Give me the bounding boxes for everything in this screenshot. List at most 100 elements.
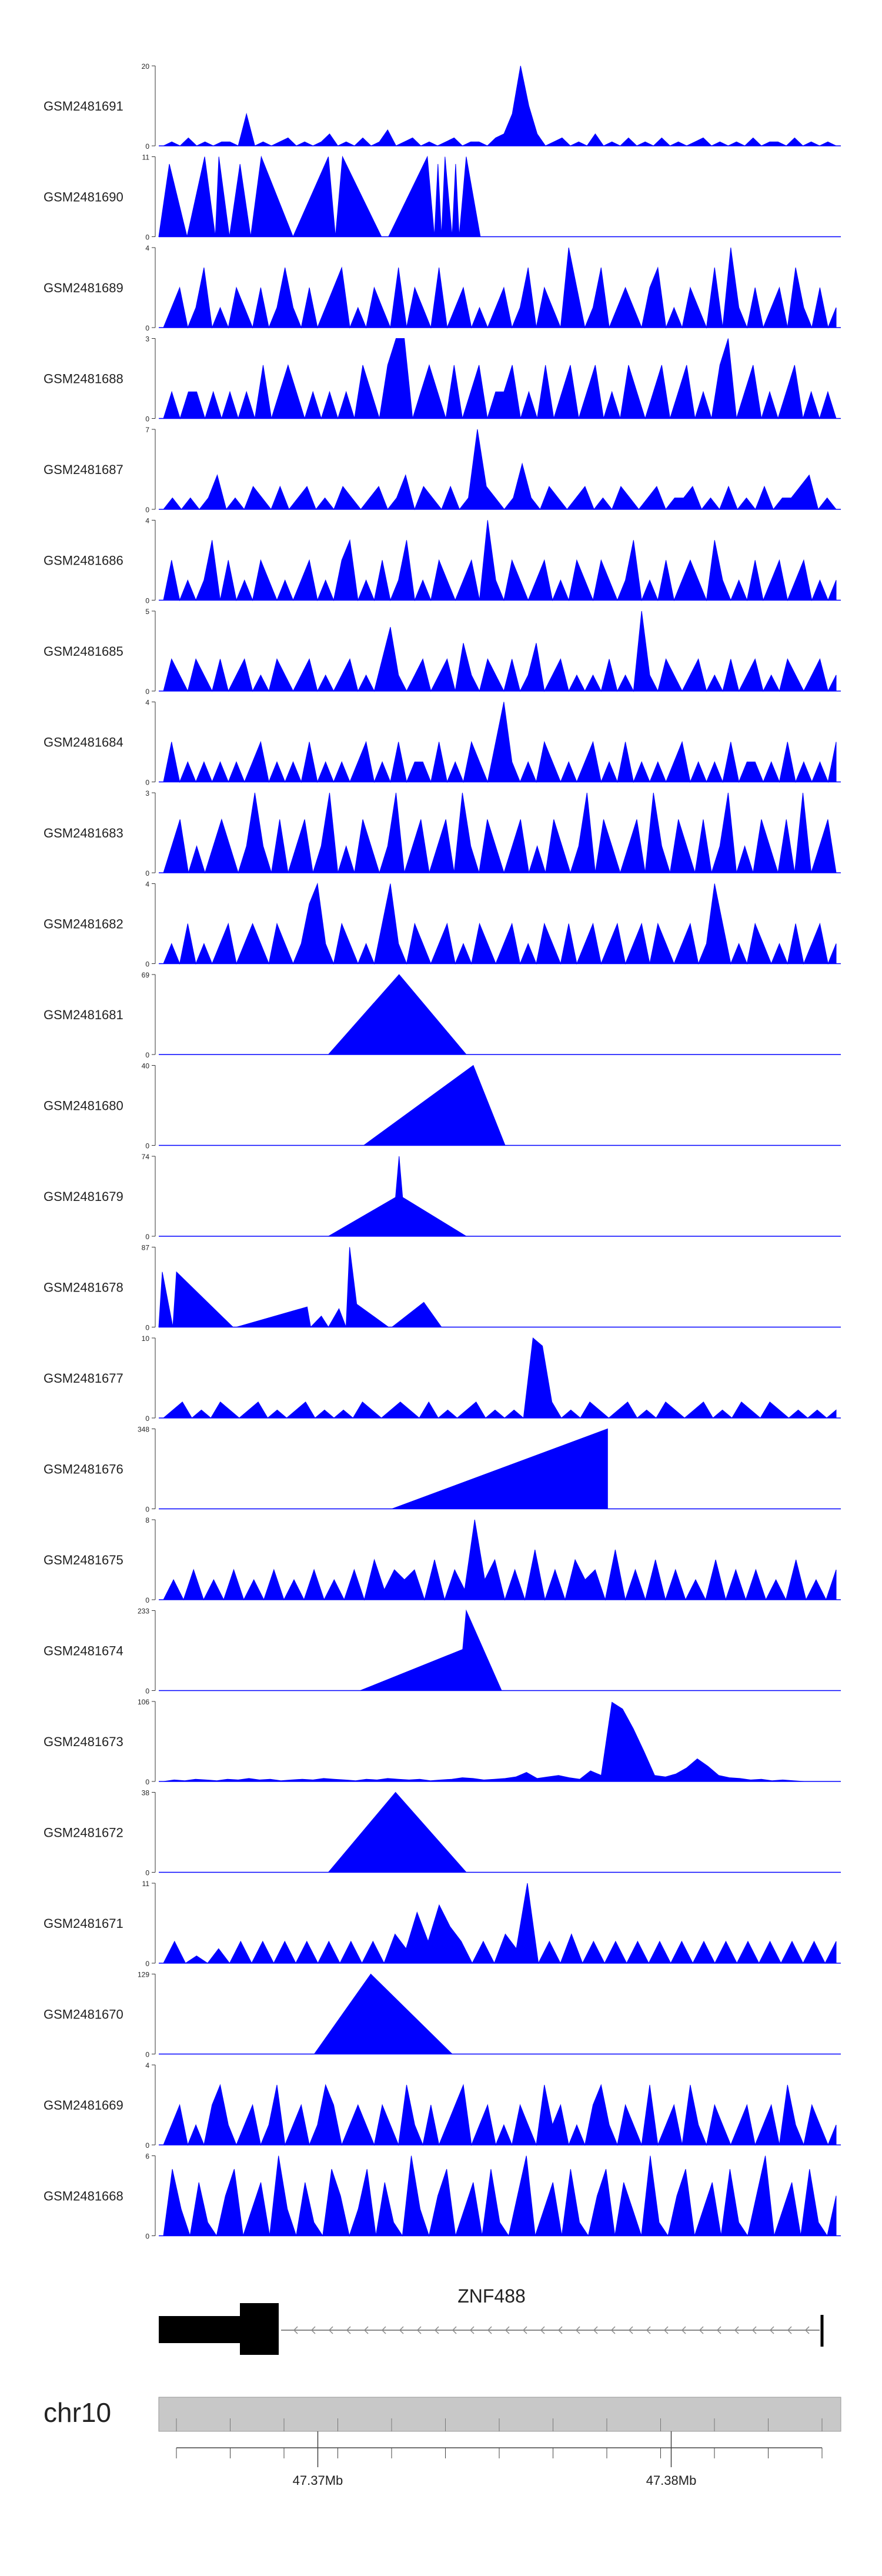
strand-chevron [575,2326,580,2334]
signal-area [328,974,467,1055]
y-tick-label-min: 0 [145,2141,149,2150]
strand-chevron [293,2326,298,2334]
strand-chevron [663,2326,669,2334]
strand-chevron [363,2326,369,2334]
track-label: GSM2481678 [44,1280,123,1295]
track-label: GSM2481684 [44,735,123,750]
signal-area [163,1701,836,1782]
strand-chevron [540,2326,545,2334]
track-label: GSM2481672 [44,1826,123,1840]
y-tick-label-max: 10 [142,1334,150,1343]
chromosome-bar [158,2397,841,2432]
y-tick-label-max: 5 [145,608,149,616]
y-tick-label-min: 0 [145,1687,149,1696]
signal-area [163,2084,837,2146]
y-tick-label-min: 0 [145,415,149,423]
signal-area [328,1791,467,1873]
track-label: GSM2481671 [44,1916,123,1931]
y-tick-label-min: 0 [145,688,149,696]
signal-area [163,792,837,874]
coding-exon [240,2303,279,2355]
y-tick-label-min: 0 [145,2051,149,2059]
y-tick-label-max: 38 [142,1789,150,1797]
y-tick-label-max: 11 [142,1880,150,1888]
y-tick-label-max: 69 [142,971,150,979]
strand-chevron [469,2326,475,2334]
track-label: GSM2481691 [44,99,123,114]
strand-chevron [505,2326,510,2334]
strand-chevron [734,2326,739,2334]
strand-chevron [699,2326,704,2334]
y-tick-label-max: 348 [138,1426,149,1434]
signal-area [163,2155,837,2237]
strand-chevron [328,2326,333,2334]
y-tick-label-max: 4 [145,880,149,889]
y-tick-label-max: 233 [138,1607,149,1616]
y-tick-label-max: 6 [145,2153,149,2161]
gene-name: ZNF488 [457,2285,526,2307]
track-label: GSM2481681 [44,1007,123,1022]
track-label: GSM2481670 [44,2007,123,2022]
x-tick-label: 47.37Mb [293,2473,343,2488]
signal-area [158,155,481,238]
y-tick-label-max: 4 [145,244,149,252]
y-tick-label-min: 0 [145,1051,149,1059]
y-tick-label-min: 0 [145,1324,149,1332]
strand-chevron [610,2326,616,2334]
y-tick-label-min: 0 [145,960,149,969]
track-label: GSM2481688 [44,372,123,386]
signal-area [162,1337,837,1419]
y-tick-label-max: 106 [138,1698,149,1706]
signal-area [163,702,837,783]
y-tick-label-min: 0 [145,779,149,787]
y-tick-label-max: 40 [142,1062,150,1070]
track-label: GSM2481682 [44,917,123,932]
track-label: GSM2481683 [44,826,123,840]
strand-chevron [310,2326,316,2334]
y-tick-label-max: 3 [145,335,149,343]
track-label: GSM2481680 [44,1099,123,1113]
signal-area [163,247,837,329]
y-tick-label-max: 87 [142,1244,150,1252]
track-label: GSM2481675 [44,1553,123,1567]
strand-chevron [452,2326,457,2334]
strand-chevron [769,2326,774,2334]
strand-chevron [434,2326,439,2334]
y-tick-label-max: 7 [145,426,149,434]
track-label: GSM2481668 [44,2189,123,2204]
y-tick-label-max: 4 [145,699,149,707]
strand-chevron [557,2326,563,2334]
strand-chevron [346,2326,351,2334]
signal-area [327,1156,467,1237]
y-tick-label-min: 0 [145,324,149,332]
track-label: GSM2481685 [44,644,123,659]
strand-chevron [381,2326,386,2334]
strand-chevron [399,2326,404,2334]
signal-area [163,520,837,602]
y-tick-label-min: 0 [145,1960,149,1968]
signal-area [392,1428,608,1509]
track-label: GSM2481676 [44,1462,123,1477]
track-label: GSM2481686 [44,553,123,568]
strand-chevron [646,2326,651,2334]
track-label: GSM2481677 [44,1371,123,1386]
y-tick-label-max: 129 [138,1971,149,1979]
y-tick-label-min: 0 [145,1506,149,1514]
signal-area [163,338,837,420]
signal-area [163,882,837,965]
signal-area [163,65,837,146]
strand-chevron [716,2326,721,2334]
y-tick-label-min: 0 [145,869,149,877]
strand-chevron [628,2326,633,2334]
signal-area [360,1609,502,1691]
signal-area [163,610,837,692]
signal-area [313,1973,453,2054]
utr-exon [159,2316,241,2343]
y-tick-label-max: 4 [145,2061,149,2070]
signal-area [162,429,837,510]
signal-area [363,1065,506,1146]
strand-chevron [593,2326,598,2334]
track-label: GSM2481687 [44,462,123,477]
y-tick-label-min: 0 [145,1142,149,1150]
